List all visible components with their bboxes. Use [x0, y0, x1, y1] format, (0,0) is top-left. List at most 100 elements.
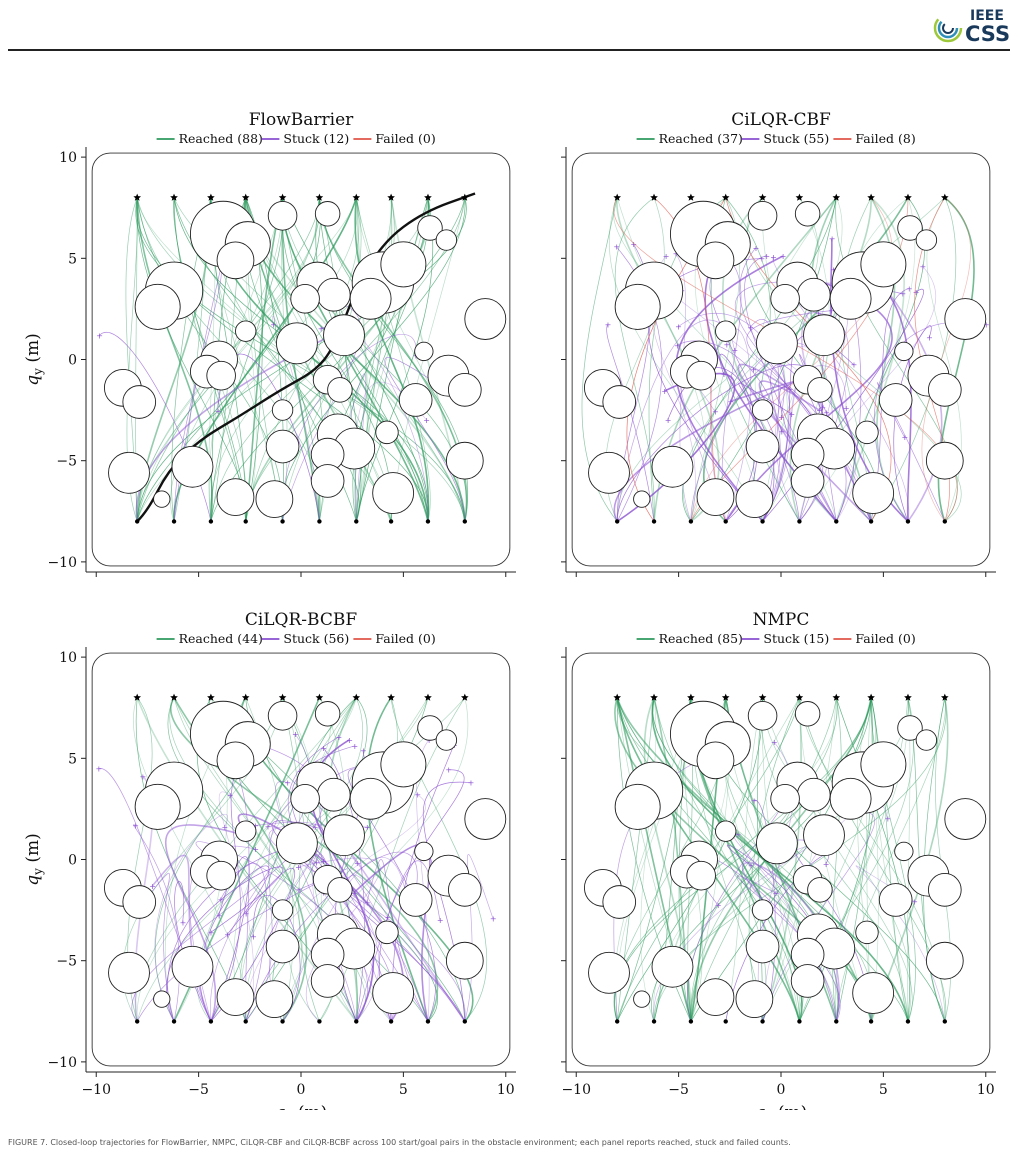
stuck-marker: +	[780, 252, 787, 261]
x-tick-label: 0	[297, 1082, 306, 1098]
start-marker	[760, 519, 765, 524]
goal-star-icon	[832, 193, 841, 201]
obstacle-circle	[855, 420, 879, 445]
obstacle-circle	[327, 877, 353, 903]
goal-star-icon	[904, 693, 912, 701]
start-marker	[760, 1019, 765, 1024]
goal-star-icon	[133, 693, 141, 701]
trajectory-stuck	[195, 841, 368, 1022]
obstacle-circle	[153, 490, 171, 508]
trajectory-stuck	[138, 872, 175, 1022]
trajectory-reached	[282, 697, 469, 1022]
trajectory-stuck	[322, 747, 365, 1022]
stuck-marker: +	[843, 404, 850, 413]
obstacle-circle	[349, 277, 392, 320]
trajectory-reached	[319, 197, 362, 522]
stuck-marker: +	[250, 932, 257, 941]
start-marker	[834, 519, 839, 524]
obstacle-circle	[216, 478, 255, 516]
legend-entry: Reached (85)	[659, 631, 743, 646]
obstacle-circle	[108, 951, 150, 994]
start-marker	[651, 519, 657, 524]
trajectory-reached	[355, 197, 429, 522]
obstacle-circle	[944, 298, 987, 340]
stuck-marker: +	[751, 796, 758, 805]
trajectory-reached	[937, 196, 975, 522]
obstacles	[583, 700, 987, 1019]
trajectory-reached	[173, 197, 358, 522]
legend-entry: Stuck (56)	[283, 631, 349, 646]
obstacle-circle	[860, 741, 907, 788]
stuck-marker: +	[919, 262, 926, 271]
obstacle-circle	[633, 490, 651, 508]
trajectory-stuck	[762, 811, 875, 1022]
trajectory-reached	[136, 197, 320, 522]
goal-star-icon	[795, 193, 804, 201]
goal-star-icon	[941, 693, 949, 701]
obstacle-circle	[414, 341, 434, 362]
panel-title: CiLQR-CBF	[731, 110, 831, 130]
stuck-marker: +	[770, 253, 777, 262]
obstacle-circle	[651, 945, 694, 988]
stuck-marker: +	[675, 323, 682, 332]
trajectory-reached	[870, 197, 957, 522]
trajectory-reached	[390, 697, 487, 1022]
obstacle-circle	[398, 383, 433, 417]
start-marker	[614, 519, 620, 524]
trajectory-reached	[355, 197, 431, 522]
trajectory-stuck	[167, 847, 328, 1022]
trajectory-reached	[169, 697, 366, 1022]
stuck-marker: +	[270, 321, 277, 330]
legend-entry: Failed (0)	[375, 631, 435, 646]
goal-star-icon	[424, 193, 432, 201]
obstacle-circle	[464, 798, 507, 840]
trajectory-stuck	[282, 857, 409, 1022]
obstacle-circle	[271, 899, 294, 921]
obstacles	[103, 700, 507, 1019]
stuck-marker: +	[830, 266, 837, 275]
y-tick-label: 0	[68, 853, 77, 869]
obstacle-circle	[696, 741, 735, 780]
legend-entry: Reached (88)	[179, 131, 263, 146]
obstacle-circle	[323, 314, 365, 357]
stuck-marker: +	[750, 365, 757, 374]
trajectory-reached	[354, 197, 395, 522]
start-marker	[905, 519, 911, 524]
goal-star-icon	[170, 693, 178, 701]
trajectory-stuck	[606, 324, 655, 522]
stuck-marker: +	[218, 895, 225, 904]
trajectory-reached	[682, 197, 837, 522]
trajectory-reached	[136, 197, 466, 522]
obstacle-circle	[755, 822, 798, 865]
trajectory-reached	[799, 697, 947, 1022]
trajectory-reached	[835, 697, 909, 1022]
stuck-marker: +	[227, 791, 234, 800]
stuck-marker: +	[346, 736, 353, 745]
obstacle-circle	[267, 701, 298, 731]
trajectory-reached	[282, 197, 392, 522]
stuck-marker: +	[674, 341, 681, 350]
trajectory-reached	[282, 697, 320, 1022]
stuck-marker: +	[712, 408, 719, 417]
goal-star-icon	[721, 193, 730, 201]
start-marker	[797, 1019, 802, 1024]
start-marker	[171, 1019, 177, 1024]
stuck-marker: +	[180, 919, 187, 928]
stuck-marker: +	[360, 746, 367, 755]
stuck-marker: +	[906, 284, 913, 293]
obstacle-circle	[380, 741, 427, 788]
obstacle-circle	[860, 241, 907, 288]
obstacle-circle	[735, 480, 774, 519]
goal-star-icon	[613, 693, 621, 701]
x-tick-label: 5	[399, 1082, 408, 1098]
stuck-marker: +	[215, 407, 222, 416]
workspace-boundary	[571, 652, 991, 1067]
obstacle-circle	[878, 383, 913, 417]
stuck-marker: +	[437, 916, 444, 925]
obstacle-circle	[794, 201, 821, 227]
stuck-marker: +	[613, 243, 620, 252]
obstacle-circle	[927, 373, 962, 407]
obstacle-circle	[417, 215, 443, 241]
